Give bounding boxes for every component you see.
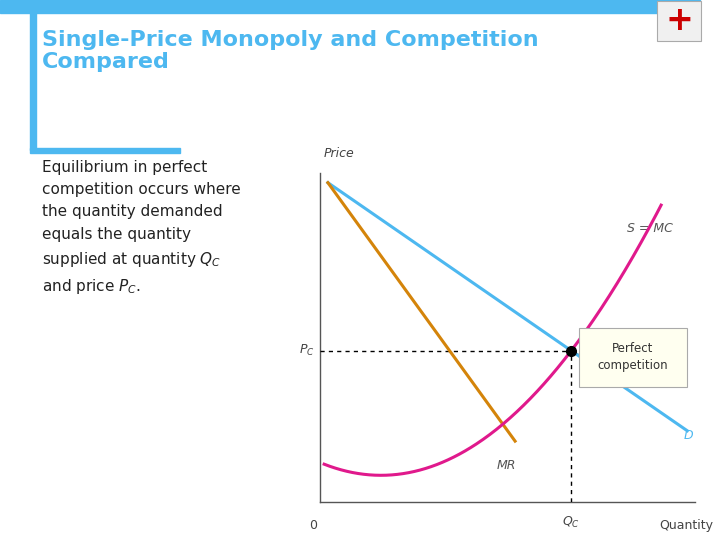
Text: $Q_C$: $Q_C$ (562, 515, 580, 530)
Bar (30, 148, 180, 153)
FancyBboxPatch shape (657, 1, 701, 41)
Text: D: D (683, 429, 693, 442)
Text: MR: MR (496, 459, 516, 472)
Bar (0, 0, 700, 13)
Bar (30, 0, 36, 150)
Text: 0: 0 (309, 518, 317, 532)
Text: Compared: Compared (42, 52, 170, 72)
Text: $P_C$: $P_C$ (300, 343, 315, 358)
Text: S = MC: S = MC (627, 222, 673, 235)
Text: +: + (665, 4, 693, 37)
Text: Equilibrium in perfect
competition occurs where
the quantity demanded
equals the: Equilibrium in perfect competition occur… (42, 160, 240, 296)
Text: Price: Price (324, 147, 355, 160)
Text: Single-Price Monopoly and Competition: Single-Price Monopoly and Competition (42, 30, 539, 50)
Text: Quantity: Quantity (660, 518, 714, 532)
Text: Perfect
competition: Perfect competition (598, 342, 668, 372)
FancyBboxPatch shape (579, 328, 688, 387)
